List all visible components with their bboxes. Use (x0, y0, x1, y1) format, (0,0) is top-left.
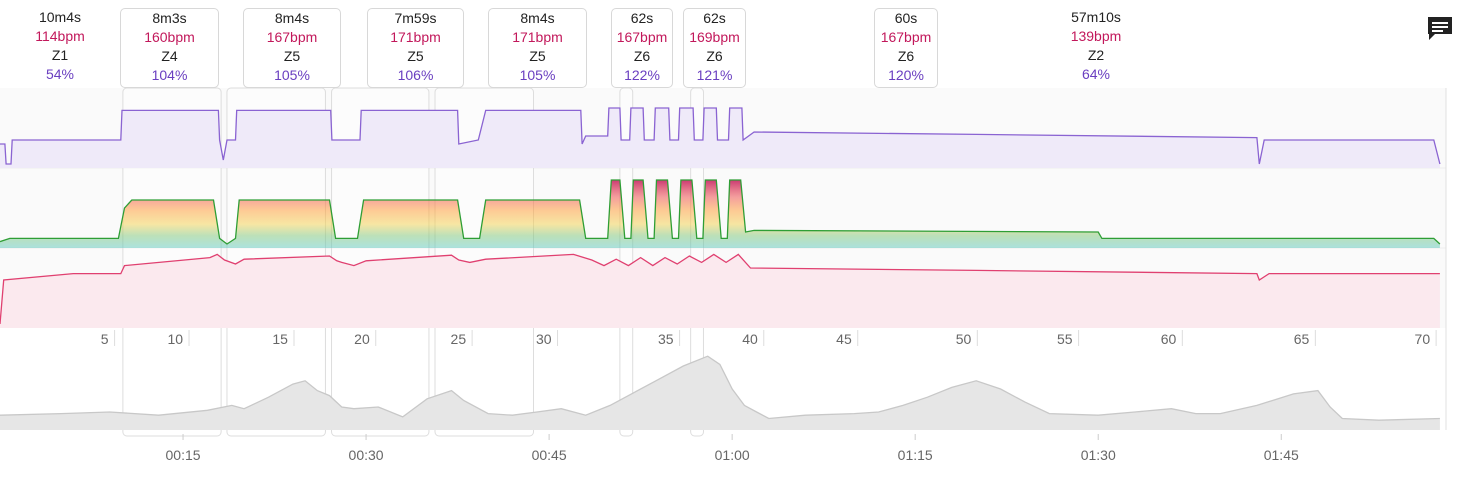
interval-hr: 139bpm (1070, 28, 1122, 44)
interval-pct: 104% (151, 67, 188, 83)
interval-zone: Z4 (161, 48, 178, 64)
interval-duration: 62s (703, 10, 726, 26)
interval-label[interactable]: 8m4s 167bpm Z5 105% (243, 8, 341, 88)
interval-duration: 62s (630, 10, 654, 26)
interval-zone: Z5 (407, 48, 424, 64)
interval-label[interactable]: 7m59s 171bpm Z5 106% (367, 8, 464, 88)
time-tick-label: 00:45 (532, 447, 567, 463)
interval-hr: 114bpm (35, 28, 85, 44)
interval-pct: 54% (45, 66, 75, 82)
interval-label[interactable]: 8m4s 171bpm Z5 105% (488, 8, 587, 88)
power-line (0, 107, 1441, 165)
heart_rate-area (0, 254, 1440, 328)
time-tick-label: 01:45 (1264, 447, 1299, 463)
interval-zone: Z6 (633, 48, 651, 64)
time-tick-label: 01:15 (898, 447, 933, 463)
interval-duration: 57m10s (1071, 9, 1121, 25)
distance-tick-label: 30 (536, 331, 552, 347)
distance-tick-label: 40 (742, 331, 758, 347)
interval-zone: Z1 (51, 47, 69, 63)
interval-pct: 121% (696, 67, 733, 83)
interval-duration: 8m3s (152, 10, 187, 26)
interval-pct: 106% (397, 67, 434, 83)
time-tick-label: 01:00 (715, 447, 750, 463)
interval-hr: 167bpm (616, 29, 668, 45)
time-tick-label: 01:30 (1081, 447, 1116, 463)
distance-tick-label: 60 (1161, 331, 1177, 347)
distance-tick-label: 20 (354, 331, 370, 347)
interval-zone: Z6 (897, 48, 915, 64)
interval-hr: 171bpm (512, 29, 563, 45)
interval-hr: 167bpm (266, 29, 318, 45)
interval-zone: Z6 (706, 48, 723, 64)
interval-hr: 160bpm (144, 29, 195, 45)
interval-label[interactable]: 10m4s 114bpm Z1 54% (30, 8, 90, 88)
interval-duration: 60s (894, 10, 918, 26)
distance-tick-label: 65 (1294, 331, 1310, 347)
interval-hr: 167bpm (880, 29, 932, 45)
interval-label[interactable]: 8m3s 160bpm Z4 104% (120, 8, 219, 88)
time-tick-label: 00:15 (166, 447, 201, 463)
hr_zone-line (0, 179, 1441, 245)
interval-pct: 64% (1081, 66, 1111, 82)
interval-label[interactable]: 62s 169bpm Z6 121% (683, 8, 746, 88)
power-area (0, 108, 1440, 168)
distance-tick-label: 25 (451, 331, 467, 347)
time-tick-label: 00:30 (349, 447, 384, 463)
altitude-line (0, 355, 1440, 421)
interval-pct: 105% (519, 67, 556, 83)
distance-tick-label: 15 (272, 331, 288, 347)
heart_rate-line (0, 253, 1440, 325)
interval-duration: 8m4s (520, 10, 555, 26)
distance-tick-label: 45 (836, 331, 852, 347)
comment-icon[interactable] (1426, 14, 1454, 42)
interval-label[interactable]: 57m10s 139bpm Z2 64% (1060, 8, 1132, 88)
interval-pct: 122% (624, 67, 660, 83)
distance-tick-label: 5 (101, 331, 109, 347)
interval-hr: 169bpm (689, 29, 740, 45)
interval-zone: Z2 (1087, 47, 1105, 63)
interval-label[interactable]: 62s 167bpm Z6 122% (611, 8, 673, 88)
interval-hr: 171bpm (390, 29, 441, 45)
hr_zone-area (0, 180, 1440, 248)
interval-zone: Z5 (529, 48, 546, 64)
distance-tick-label: 70 (1415, 331, 1431, 347)
interval-label[interactable]: 60s 167bpm Z6 120% (874, 8, 938, 88)
interval-zone: Z5 (283, 48, 301, 64)
interval-duration: 10m4s (38, 9, 82, 25)
distance-tick-label: 50 (956, 331, 972, 347)
interval-duration: 7m59s (394, 10, 437, 26)
interval-pct: 105% (274, 67, 310, 83)
distance-tick-label: 10 (167, 331, 183, 347)
interval-pct: 120% (888, 67, 924, 83)
distance-tick-label: 55 (1057, 331, 1073, 347)
distance-tick-label: 35 (658, 331, 674, 347)
interval-duration: 8m4s (274, 10, 310, 26)
altitude-area (0, 356, 1440, 430)
